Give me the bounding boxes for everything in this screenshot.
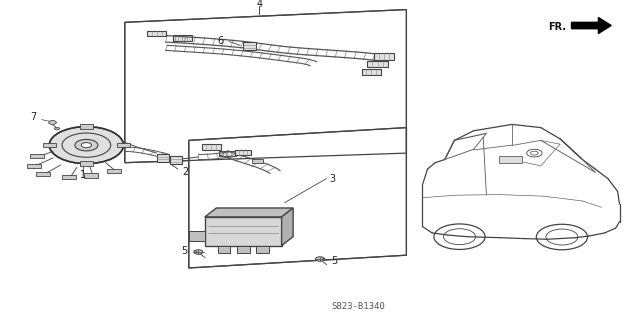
Bar: [219, 151, 236, 156]
Bar: [499, 156, 522, 163]
Circle shape: [54, 127, 60, 130]
Circle shape: [316, 257, 324, 261]
Bar: [362, 69, 381, 75]
Text: 7: 7: [30, 112, 36, 122]
Bar: [374, 53, 394, 60]
Bar: [107, 168, 121, 173]
Bar: [170, 156, 182, 164]
Bar: [236, 150, 251, 155]
Circle shape: [194, 250, 203, 254]
Circle shape: [49, 127, 124, 164]
Polygon shape: [125, 10, 406, 163]
Text: 6: 6: [218, 36, 224, 47]
Circle shape: [49, 121, 56, 124]
Polygon shape: [282, 208, 293, 246]
Bar: [367, 61, 388, 67]
Text: FR.: FR.: [548, 22, 566, 33]
Text: 1: 1: [80, 170, 86, 181]
Text: 3: 3: [330, 174, 336, 184]
Bar: [157, 154, 169, 162]
Bar: [243, 42, 256, 50]
Circle shape: [81, 143, 92, 148]
Bar: [62, 175, 76, 179]
Bar: [80, 161, 93, 166]
Text: 2: 2: [182, 167, 189, 177]
Bar: [27, 164, 41, 168]
Bar: [36, 172, 51, 176]
Bar: [205, 217, 282, 246]
Bar: [252, 159, 263, 163]
Bar: [202, 144, 221, 150]
Bar: [147, 31, 166, 36]
Bar: [256, 246, 269, 253]
Text: 4: 4: [256, 0, 262, 9]
Bar: [237, 246, 250, 253]
Polygon shape: [572, 18, 611, 33]
Text: S823-B1340: S823-B1340: [332, 302, 385, 311]
Bar: [173, 35, 192, 41]
Bar: [117, 143, 130, 147]
Polygon shape: [205, 208, 293, 217]
Bar: [189, 231, 205, 241]
Text: 5: 5: [332, 256, 338, 266]
Bar: [30, 154, 44, 158]
Bar: [43, 143, 56, 147]
Bar: [218, 246, 230, 253]
Bar: [80, 124, 93, 129]
Text: 5: 5: [181, 246, 188, 256]
Bar: [84, 174, 99, 177]
Polygon shape: [189, 128, 406, 268]
Circle shape: [75, 139, 98, 151]
